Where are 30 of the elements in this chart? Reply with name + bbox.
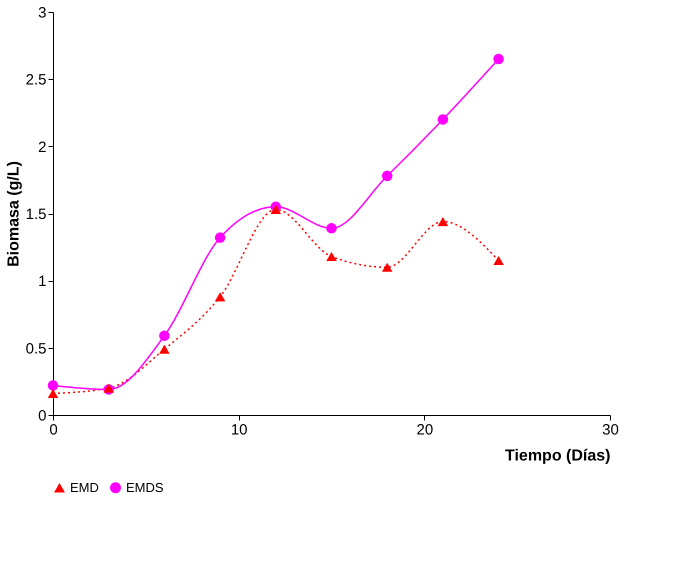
point (159, 344, 170, 354)
legend-label: EMD (70, 480, 99, 495)
y-tick-label: 0 (38, 408, 46, 424)
point (493, 256, 504, 266)
point (214, 232, 226, 243)
y-axis-title: Biomasa (g/L) (6, 161, 23, 267)
y-tick-label: 1 (38, 273, 46, 290)
point (48, 380, 58, 391)
y-tick-label: 2.5 (26, 72, 46, 89)
point (48, 388, 58, 398)
point (382, 262, 392, 272)
y-tick-label: 1.5 (26, 206, 46, 223)
point (214, 292, 226, 302)
point (438, 114, 448, 125)
point (493, 54, 504, 64)
point (326, 252, 337, 262)
x-tick-label: 30 (602, 422, 619, 438)
point (270, 204, 282, 214)
point (438, 217, 448, 226)
point (382, 170, 392, 182)
x-tick-label: 20 (416, 422, 434, 438)
point (159, 330, 170, 341)
point (326, 223, 337, 234)
legend-label: EMDS (126, 480, 164, 495)
x-tick-label: 10 (230, 422, 248, 438)
x-tick-label: 0 (49, 422, 58, 438)
x-axis-title: Tiempo (Días) (505, 448, 610, 464)
y-tick-label: 3 (38, 4, 46, 22)
y-tick-label: 0.5 (26, 340, 46, 358)
y-tick-label: 2 (38, 138, 46, 156)
